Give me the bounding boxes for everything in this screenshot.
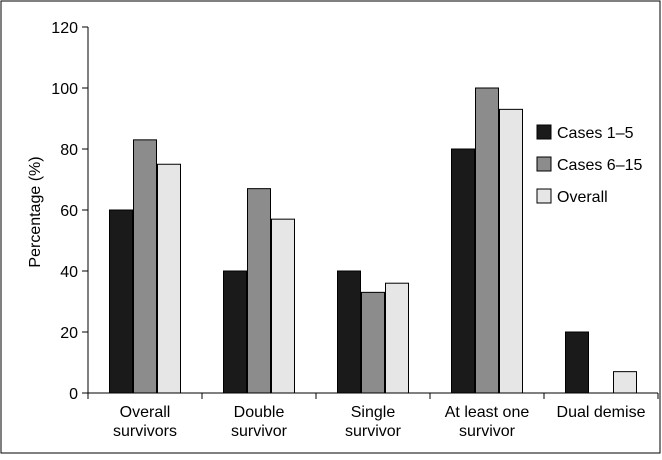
- bar: [337, 270, 361, 394]
- legend-label: Cases 1–5: [557, 125, 634, 142]
- legend-swatch: [536, 156, 552, 172]
- y-tick-label: 0: [69, 386, 78, 403]
- y-axis-label: Percentage (%): [27, 156, 44, 267]
- bar: [565, 331, 589, 394]
- legend: Cases 1–5 Cases 6–15 Overall: [536, 124, 642, 206]
- y-tick-label: 40: [60, 264, 78, 281]
- bar: [271, 218, 295, 394]
- y-tick-label: 80: [60, 142, 78, 159]
- x-tick-label: At least one: [445, 404, 530, 421]
- x-tick-label: survivors: [113, 423, 177, 440]
- x-tick-labels: Overall survivors Double survivor Single surv…: [113, 404, 646, 440]
- x-tick-label: survivor: [459, 423, 516, 440]
- x-tick-label: survivor: [231, 423, 288, 440]
- bar: [133, 139, 157, 394]
- bar: [613, 371, 637, 394]
- bar: [223, 270, 247, 394]
- x-tick-label: Double: [234, 404, 285, 421]
- legend-swatch: [536, 124, 552, 140]
- y-tick-label: 60: [60, 203, 78, 220]
- x-tick-label: Single: [351, 404, 396, 421]
- x-tick-label: survivor: [345, 423, 402, 440]
- legend-swatch: [536, 188, 552, 204]
- bar: [247, 188, 271, 394]
- y-tick-label: 120: [51, 20, 78, 37]
- legend-label: Overall: [557, 189, 608, 206]
- x-tick-label: Dual demise: [557, 404, 646, 421]
- bar: [475, 87, 499, 394]
- bar: [451, 148, 475, 394]
- y-tick-label: 100: [51, 81, 78, 98]
- x-tick-label: Overall: [120, 404, 171, 421]
- legend-label: Cases 6–15: [557, 157, 642, 174]
- axes: 0 20 40 60 80 100 120: [51, 20, 659, 403]
- bar: [499, 108, 523, 394]
- bar: [361, 291, 385, 394]
- bars: [109, 87, 637, 394]
- y-tick-label: 20: [60, 325, 78, 342]
- bar: [385, 282, 409, 394]
- bar: [109, 209, 133, 394]
- bar: [157, 163, 181, 394]
